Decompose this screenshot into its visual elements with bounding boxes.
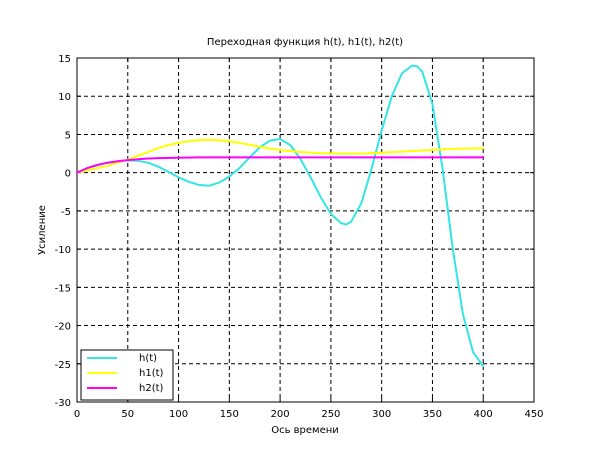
y-axis-label: Усиление — [37, 205, 48, 255]
y-tick-label: 0 — [65, 169, 71, 180]
y-tick-label: 10 — [58, 92, 71, 103]
x-tick-label: 250 — [321, 409, 340, 420]
legend-label: h2(t) — [139, 383, 164, 394]
x-tick-label: 100 — [169, 409, 188, 420]
legend-label: h(t) — [139, 353, 157, 364]
plot-frame — [76, 57, 535, 403]
x-tick-label: 300 — [372, 409, 391, 420]
x-tick-label: 50 — [121, 409, 134, 420]
y-tick-label: -20 — [55, 322, 71, 333]
y-tick-label: -30 — [55, 398, 71, 409]
series-line-h2(t) — [76, 156, 485, 174]
x-tick-label: 400 — [474, 409, 493, 420]
x-tick-label: 150 — [220, 409, 239, 420]
x-tick-label: 200 — [271, 409, 290, 420]
y-tick-label: -5 — [61, 207, 71, 218]
x-tick-label: 450 — [524, 409, 543, 420]
y-tick-label: 5 — [65, 130, 71, 141]
legend: h(t) h1(t) h2(t) — [80, 349, 174, 401]
x-axis-label: Ось времени — [271, 425, 339, 436]
y-tick-label: -25 — [55, 360, 71, 371]
x-tick-label: 350 — [423, 409, 442, 420]
y-tick-label: 15 — [58, 54, 71, 65]
y-tick-label: -10 — [55, 245, 71, 256]
legend-label: h1(t) — [139, 368, 164, 379]
chart-title: Переходная функция h(t), h1(t), h2(t) — [207, 37, 403, 48]
x-tick-label: 0 — [74, 409, 80, 420]
series-line-h(t) — [76, 64, 485, 368]
series-lines — [76, 64, 485, 368]
axis-ticks: 0 50 100 150 200 250 300 350 400 450-30-25-20-15-… — [55, 54, 544, 420]
y-tick-label: -15 — [55, 283, 71, 294]
